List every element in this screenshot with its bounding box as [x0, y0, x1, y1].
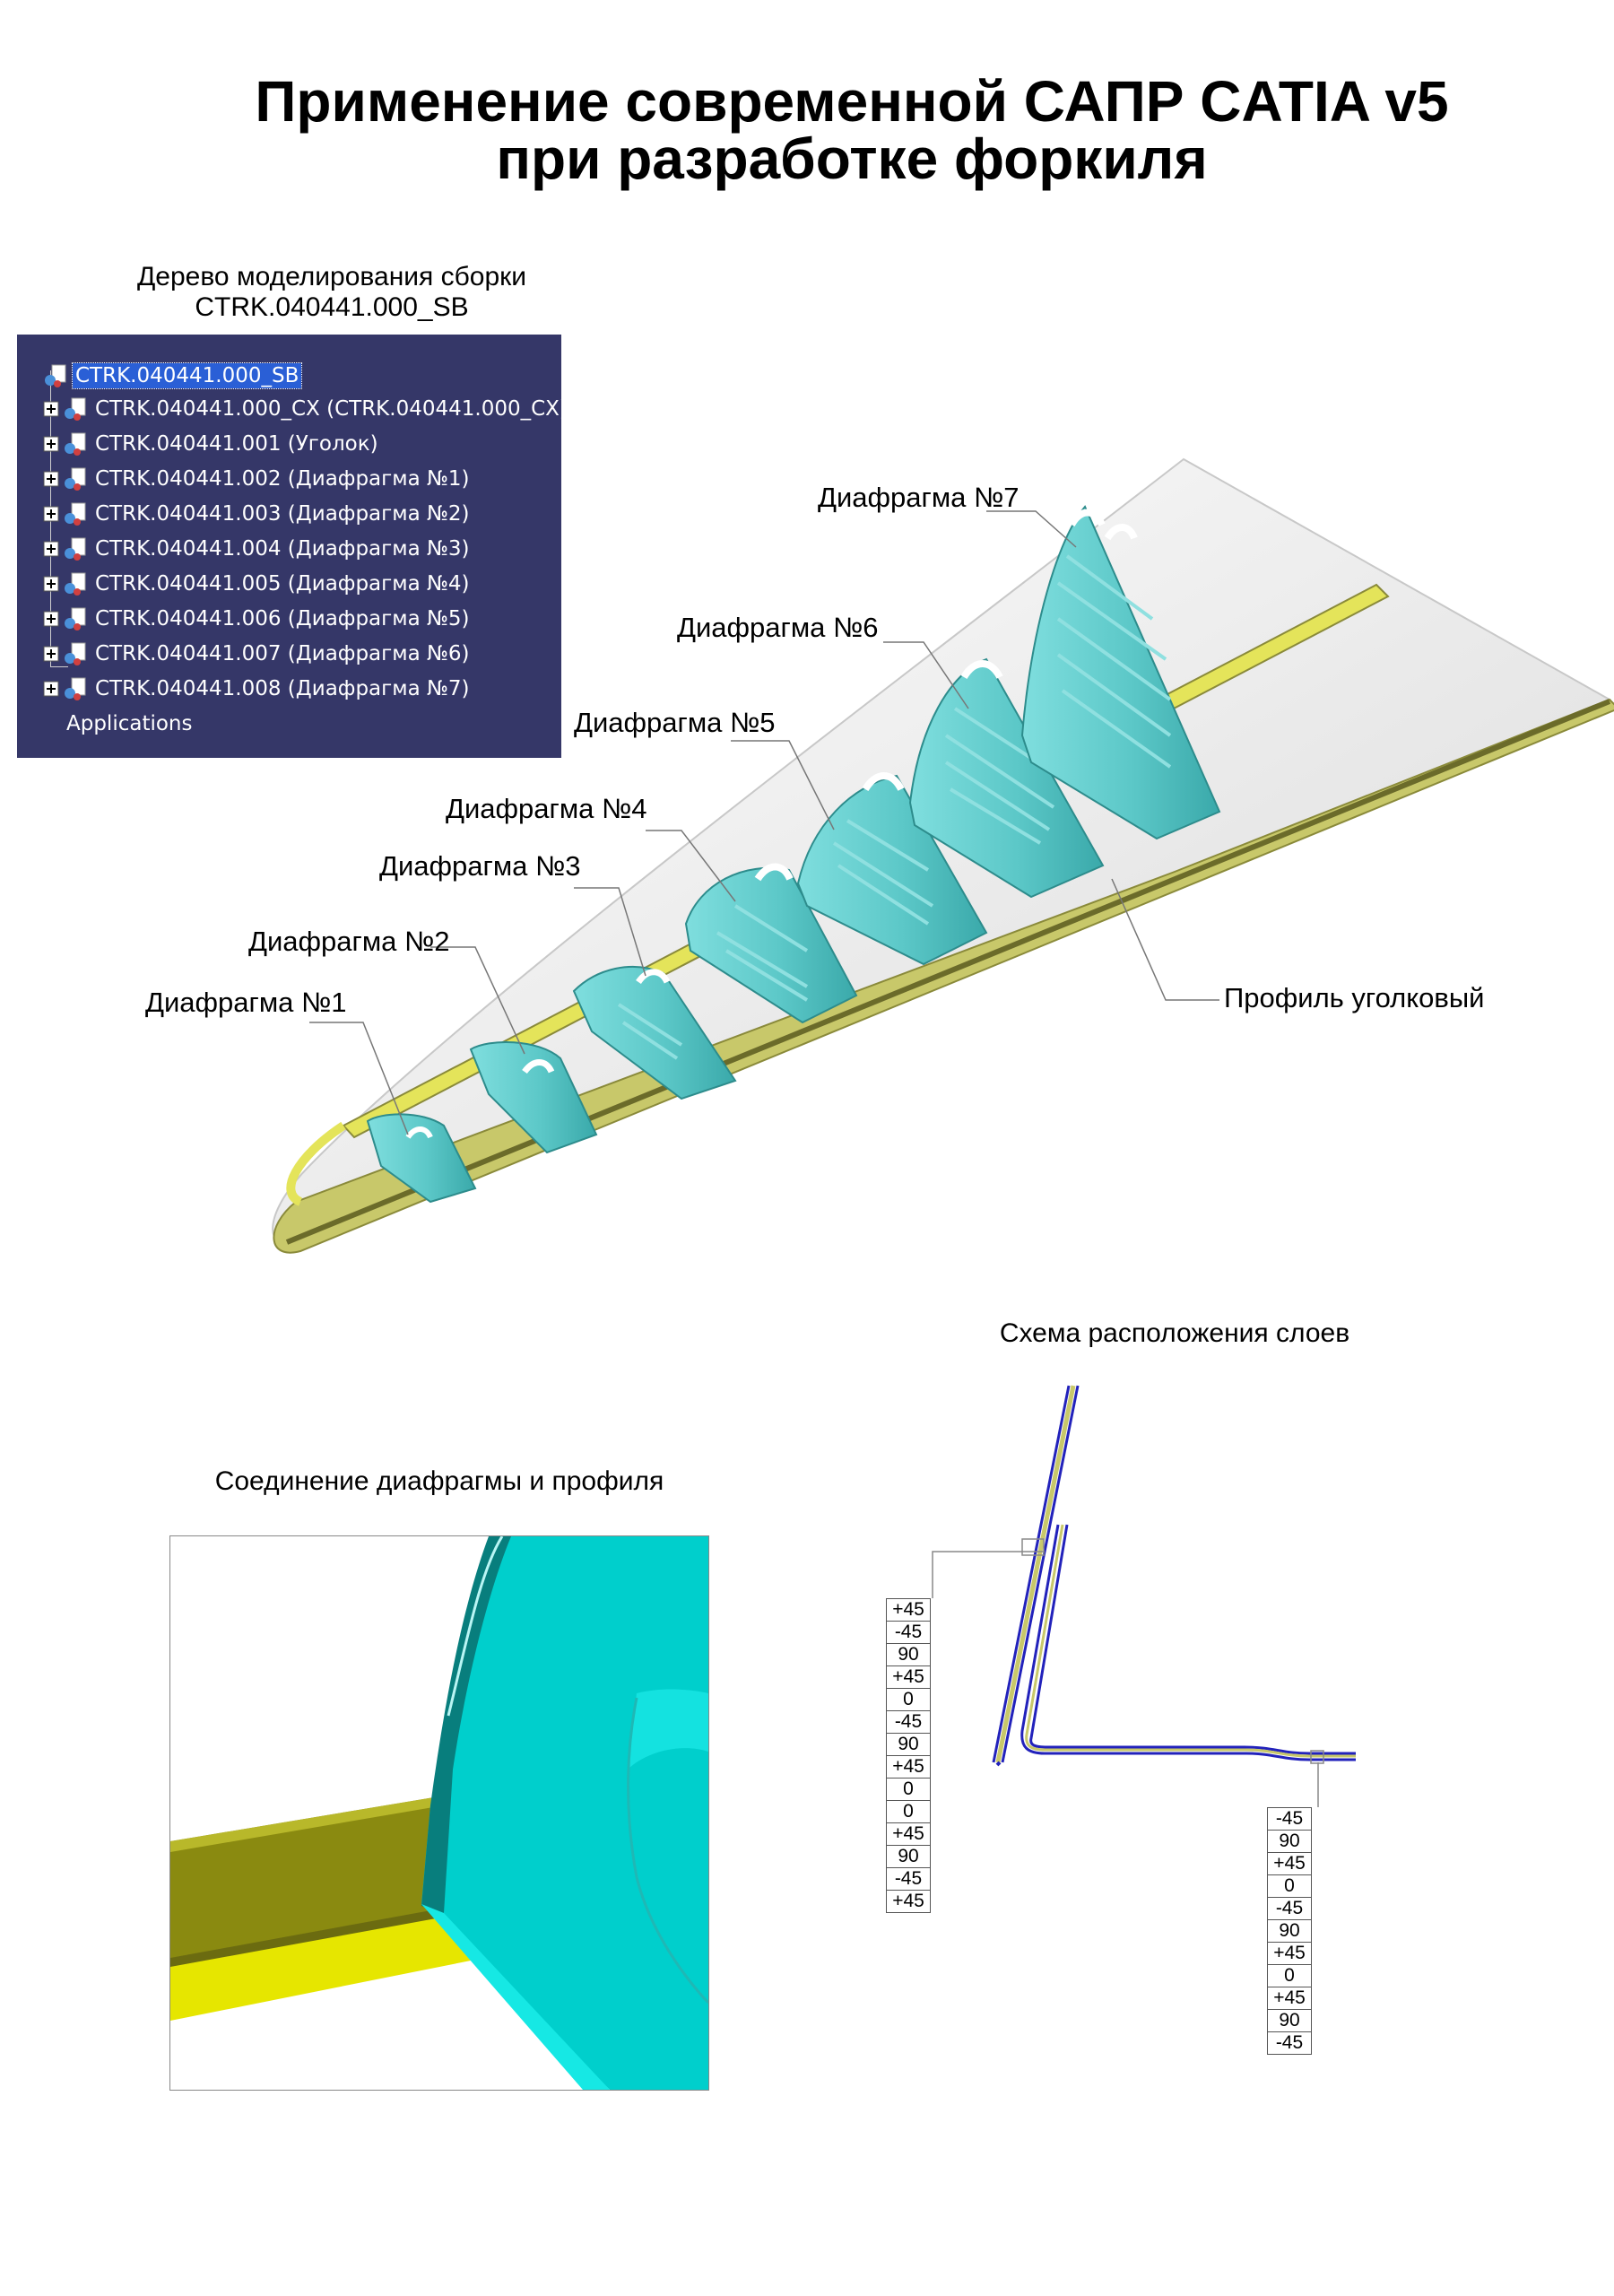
tree-item-label: CTRK.040441.002 (Диафрагма №1) [95, 467, 470, 491]
specification-tree-panel: CTRK.040441.000_SB CTRK.040441.000_CX (C… [17, 335, 568, 758]
diaphragm-2 [469, 1041, 598, 1154]
angle-section [992, 1385, 1356, 1767]
tree-connector-line [50, 666, 68, 669]
tree-item-label: CTRK.040441.005 (Диафрагма №4) [95, 572, 470, 596]
expand-plus-icon[interactable] [42, 610, 60, 628]
layer-cell: 90 [1268, 2010, 1311, 2032]
layer-cell: +45 [1268, 1943, 1311, 1965]
layer-cell: 0 [887, 1801, 930, 1823]
layer-cell: +45 [892, 1891, 924, 1911]
part-icon [65, 642, 86, 665]
product-icon [45, 364, 66, 387]
expand-plus-icon[interactable] [42, 400, 60, 418]
tree-item-label: CTRK.040441.003 (Диафрагма №2) [95, 502, 470, 526]
part-icon [65, 677, 86, 700]
tree-item[interactable]: CTRK.040441.004 (Диафрагма №3) [42, 533, 473, 565]
layer-cell: 90 [887, 1846, 930, 1868]
layer-cell: 90 [887, 1734, 930, 1756]
diaphragm-7 [1020, 505, 1221, 840]
layer-cell: -45 [1268, 1808, 1311, 1831]
part-icon [65, 502, 86, 526]
tree-applications-node[interactable]: Applications [64, 708, 195, 740]
layer-cell: -45 [887, 1711, 930, 1734]
tree-caption-line2: CTRK.040441.000_SB [195, 292, 469, 322]
tree-item-label: CTRK.040441.000_CX (CTRK.040441.000_CX) [95, 397, 568, 421]
expand-plus-icon[interactable] [42, 645, 60, 663]
tree-item[interactable]: CTRK.040441.000_CX (CTRK.040441.000_CX) [42, 393, 570, 425]
callout-leaders [309, 510, 1219, 1135]
part-icon [65, 432, 86, 456]
layer-cell: -45 [887, 1622, 930, 1644]
tree-item-label: CTRK.040441.007 (Диафрагма №6) [95, 642, 470, 665]
expand-plus-icon[interactable] [42, 680, 60, 698]
tree-root-node[interactable]: CTRK.040441.000_SB [42, 360, 303, 392]
angle-profile-bottom-edge [285, 699, 1611, 1245]
leading-strip [286, 1121, 346, 1206]
tree-item[interactable]: CTRK.040441.003 (Диафрагма №2) [42, 498, 473, 530]
layer-cell: +45 [887, 1756, 930, 1779]
layup-caption: Схема расположения слоев [999, 1318, 1350, 1348]
callout-diaphragm-5: Диафрагма №5 [574, 707, 776, 738]
layer-cell: +45 [887, 1599, 930, 1622]
tree-item-label: CTRK.040441.008 (Диафрагма №7) [95, 677, 470, 700]
expand-plus-icon[interactable] [42, 540, 60, 558]
part-icon [65, 607, 86, 631]
page-title-line1: Применение современной САПР CATIA v5 [255, 69, 1449, 134]
layer-cell: -45 [1268, 1898, 1311, 1920]
layer-cell: 0 [1268, 1965, 1311, 1987]
joint-caption: Соединение диафрагмы и профиля [214, 1466, 664, 1496]
layer-cell: +45 [887, 1666, 930, 1689]
layer-cell: 0 [1268, 1875, 1311, 1898]
tree-item-label: CTRK.040441.006 (Диафрагма №5) [95, 607, 470, 631]
diaphragm-5 [796, 772, 988, 966]
callout-diaphragm-3: Диафрагма №3 [379, 850, 581, 882]
callout-diaphragm-2: Диафрагма №2 [248, 926, 450, 957]
joint-detail-illustration [170, 1536, 708, 2090]
vertical-wall-layer-stack: +45 -45 90 +45 0 -45 90 +45 0 0 +45 90 -… [886, 1598, 931, 1913]
expand-plus-icon[interactable] [42, 505, 60, 523]
part-icon [65, 572, 86, 596]
tree-item[interactable]: CTRK.040441.007 (Диафрагма №6) [42, 638, 473, 670]
layer-cell: 90 [887, 1644, 930, 1666]
tree-item[interactable]: CTRK.040441.008 (Диафрагма №7) [42, 673, 473, 705]
diaphragm-4 [684, 863, 858, 1024]
tree-applications-label: Applications [66, 712, 193, 735]
tree-item[interactable]: CTRK.040441.002 (Диафрагма №1) [42, 463, 473, 495]
joint-detail-view [169, 1535, 709, 2091]
layer-cell: 0 [887, 1779, 930, 1801]
diaphragm-6 [908, 657, 1105, 899]
layer-cell: 90 [1268, 1831, 1311, 1853]
layer-cell: -45 [1275, 2032, 1304, 2053]
expand-plus-icon[interactable] [42, 575, 60, 593]
layer-cell: +45 [1268, 1853, 1311, 1875]
layer-cell: +45 [1268, 1987, 1311, 2010]
callout-diaphragm-7: Диафрагма №7 [818, 482, 1020, 513]
tree-caption-line1: Дерево моделирования сборки [136, 262, 527, 291]
part-icon [65, 467, 86, 491]
layup-leaders [932, 1538, 1324, 1807]
diaphragm-1 [366, 1113, 477, 1204]
tree-item[interactable]: CTRK.040441.006 (Диафрагма №5) [42, 603, 473, 635]
layer-cell: -45 [887, 1868, 930, 1891]
part-icon [65, 537, 86, 561]
callout-angle-profile: Профиль уголковый [1224, 982, 1485, 1013]
tree-item-label: CTRK.040441.001 (Уголок) [95, 432, 378, 456]
part-icon [65, 397, 86, 421]
expand-plus-icon[interactable] [42, 435, 60, 453]
callout-diaphragm-4: Диафрагма №4 [446, 793, 647, 824]
tree-root-label: CTRK.040441.000_SB [71, 362, 303, 389]
callout-diaphragm-6: Диафрагма №6 [677, 612, 879, 643]
layer-cell: +45 [887, 1823, 930, 1846]
layer-cell: 0 [887, 1689, 930, 1711]
tree-item[interactable]: CTRK.040441.001 (Уголок) [42, 428, 381, 460]
horizontal-flange-layer-stack: -45 90 +45 0 -45 90 +45 0 +45 90 -45 [1267, 1807, 1312, 2055]
layer-cell: 90 [1268, 1920, 1311, 1943]
fin-model-illustration [272, 457, 1614, 1254]
page-title-line2: при разработке форкиля [496, 126, 1208, 191]
tree-item[interactable]: CTRK.040441.005 (Диафрагма №4) [42, 568, 473, 600]
tree-item-label: CTRK.040441.004 (Диафрагма №3) [95, 537, 470, 561]
callout-diaphragm-1: Диафрагма №1 [145, 987, 347, 1018]
diaphragm-3 [572, 966, 737, 1100]
expand-plus-icon[interactable] [42, 470, 60, 488]
